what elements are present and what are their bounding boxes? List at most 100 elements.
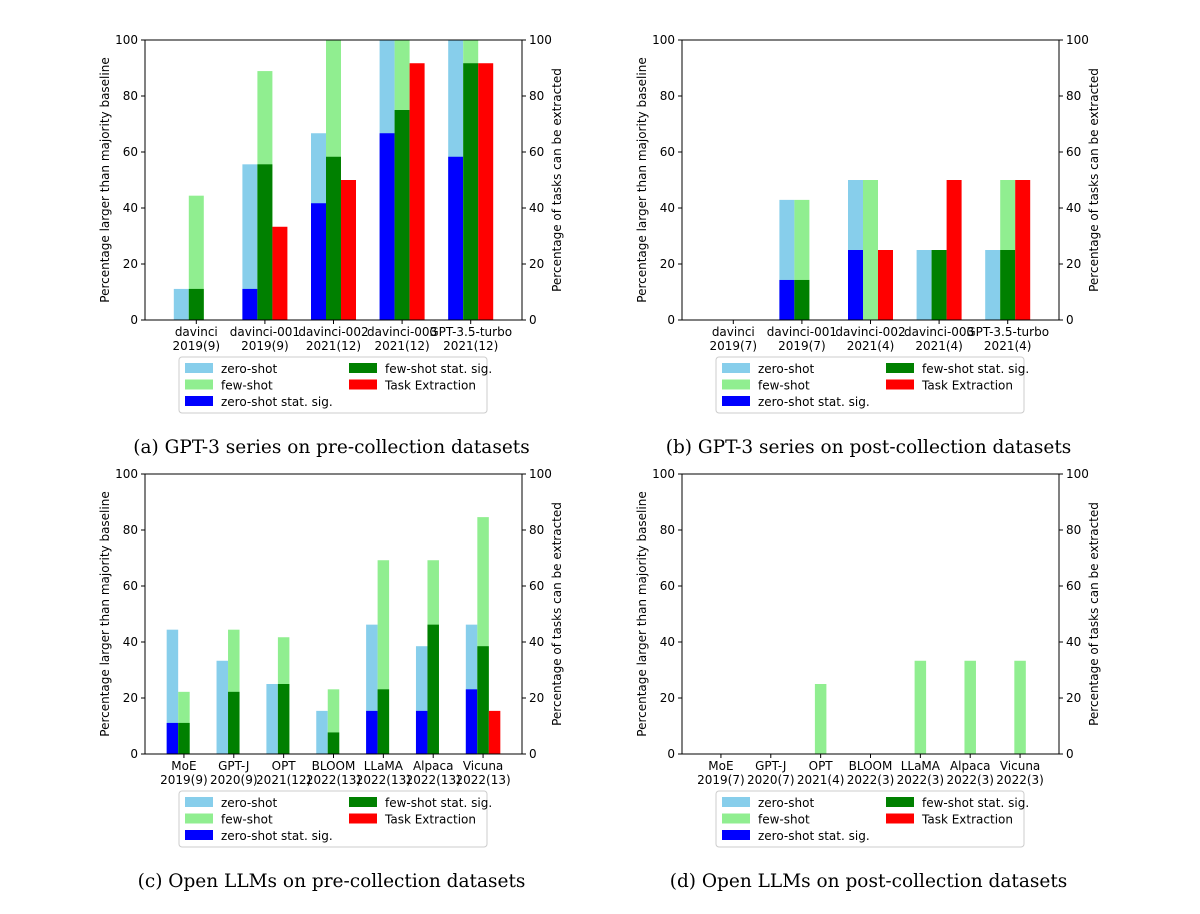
legend-swatch-zero-shot-sig [185, 396, 213, 406]
bar-zero-shot [216, 660, 229, 754]
bar-few-shot [814, 684, 827, 754]
y-tick-label-right: 80 [1066, 523, 1081, 537]
x-tick-label: LLaMA [901, 759, 941, 773]
y-tick-label-left: 60 [123, 579, 138, 593]
bar-zero-shot-stat-sig [848, 250, 863, 320]
bar-few-shot-stat-sig [463, 63, 479, 321]
legend-swatch-task-extraction [349, 379, 377, 390]
bar-few-shot [377, 560, 390, 754]
x-tick-sublabel: 2021(4) [915, 339, 963, 353]
legend-swatch-few-shot-sig [886, 363, 914, 373]
bar-few-shot [228, 629, 240, 754]
y-tick-label-left: 60 [660, 145, 675, 159]
bar-task-extraction [272, 226, 288, 320]
x-tick-sublabel: 2021(12) [375, 339, 430, 353]
bar-few-shot-stat-sig [477, 646, 489, 754]
legend-swatch-zero-shot-sig [722, 396, 750, 406]
x-tick-sublabel: 2019(9) [241, 339, 289, 353]
y-tick-label-left: 100 [115, 467, 138, 481]
y-tick-label-right: 0 [1066, 313, 1074, 327]
bar-zero-shot-stat-sig [166, 722, 179, 754]
x-tick-sublabel: 2022(13) [406, 773, 461, 787]
x-tick-sublabel: 2022(3) [847, 773, 895, 787]
y-axis-label-left: Percentage larger than majority baseline [635, 57, 649, 302]
legend: zero-shot few-shot zero-shot stat. sig. few… [715, 356, 1029, 414]
x-tick-label: GPT-3.5-turbo [966, 325, 1049, 339]
x-tick-label: davinci [712, 325, 755, 339]
legend-label-few-shot-sig: few-shot stat. sig. [922, 796, 1029, 810]
x-tick-sublabel: 2019(7) [710, 339, 758, 353]
y-tick-label-right: 20 [529, 257, 544, 271]
legend-swatch-few-shot [185, 379, 213, 390]
y-tick-label-right: 20 [1066, 257, 1081, 271]
bar-few-shot-stat-sig [794, 279, 810, 320]
legend-label-task-extraction: Task Extraction [384, 379, 476, 393]
legend: zero-shot few-shot zero-shot stat. sig. few… [178, 356, 492, 414]
x-tick-sublabel: 2020(7) [747, 773, 795, 787]
x-tick-label: davinci [175, 325, 218, 339]
caption: (d) Open LLMs on post-collection dataset… [670, 871, 1068, 892]
legend-label-few-shot: few-shot [221, 813, 273, 827]
caption: (b) GPT-3 series on post-collection data… [666, 437, 1072, 458]
x-tick-sublabel: 2022(13) [356, 773, 411, 787]
y-axis-label-left: Percentage larger than majority baseline [98, 57, 112, 302]
y-tick-label-right: 40 [1066, 635, 1081, 649]
legend-swatch-few-shot [722, 379, 750, 390]
y-tick-label-left: 20 [123, 257, 138, 271]
y-tick-label-left: 20 [660, 257, 675, 271]
y-tick-label-left: 0 [130, 747, 138, 761]
bar-zero-shot [242, 164, 258, 320]
bar-zero-shot [366, 624, 378, 754]
bar-few-shot [327, 689, 340, 754]
y-axis-label-right: Percentage of tasks can be extracted [550, 68, 564, 292]
y-tick-label-right: 40 [529, 201, 544, 215]
x-tick-label: OPT [809, 759, 834, 773]
y-tick-label-right: 0 [529, 313, 537, 327]
x-tick-sublabel: 2022(3) [946, 773, 994, 787]
legend-label-zero-shot-sig: zero-shot stat. sig. [758, 829, 870, 843]
bar-zero-shot [173, 288, 189, 320]
bar-few-shot-stat-sig [427, 624, 439, 754]
x-tick-label: Vicuna [1000, 759, 1040, 773]
legend-swatch-zero-shot-sig [722, 830, 750, 840]
legend: zero-shot few-shot zero-shot stat. sig. few… [715, 790, 1029, 848]
legend-box [715, 356, 1025, 414]
x-tick-sublabel: 2022(3) [897, 773, 945, 787]
legend-label-few-shot-sig: few-shot stat. sig. [385, 362, 492, 376]
legend-label-few-shot: few-shot [758, 813, 810, 827]
x-tick-label: BLOOM [312, 759, 356, 773]
bar-zero-shot-stat-sig [311, 203, 326, 320]
y-tick-label-left: 80 [123, 523, 138, 537]
legend-swatch-task-extraction [886, 379, 914, 390]
y-tick-label-left: 100 [652, 467, 675, 481]
legend-label-task-extraction: Task Extraction [921, 379, 1013, 393]
x-tick-label: LLaMA [364, 759, 404, 773]
y-tick-label-left: 80 [123, 89, 138, 103]
y-tick-label-left: 40 [660, 201, 675, 215]
legend-label-zero-shot: zero-shot [758, 796, 814, 810]
y-axis-label-left: Percentage larger than majority baseline [635, 491, 649, 736]
bar-few-shot-stat-sig [188, 288, 204, 320]
x-tick-sublabel: 2019(7) [697, 773, 745, 787]
y-tick-label-right: 80 [529, 523, 544, 537]
legend-swatch-zero-shot-sig [185, 830, 213, 840]
legend-label-zero-shot-sig: zero-shot stat. sig. [221, 395, 333, 409]
bar-few-shot-stat-sig [228, 691, 240, 754]
y-tick-label-right: 0 [529, 747, 537, 761]
bar-few-shot-stat-sig [1000, 250, 1016, 320]
y-tick-label-right: 100 [1066, 467, 1089, 481]
plot-frame [144, 39, 523, 321]
x-tick-label: MoE [708, 759, 733, 773]
legend-label-zero-shot-sig: zero-shot stat. sig. [758, 395, 870, 409]
y-tick-label-right: 100 [529, 33, 552, 47]
legend-label-zero-shot-sig: zero-shot stat. sig. [221, 829, 333, 843]
x-tick-label: GPT-J [755, 759, 786, 773]
y-tick-label-left: 60 [660, 579, 675, 593]
bar-task-extraction [478, 63, 494, 321]
y-tick-label-left: 0 [130, 313, 138, 327]
legend-swatch-zero-shot [722, 363, 750, 373]
legend-label-zero-shot: zero-shot [758, 362, 814, 376]
caption: (c) Open LLMs on pre-collection datasets [138, 871, 526, 892]
x-tick-label: davinci-001 [767, 325, 837, 339]
bar-zero-shot [166, 629, 179, 754]
